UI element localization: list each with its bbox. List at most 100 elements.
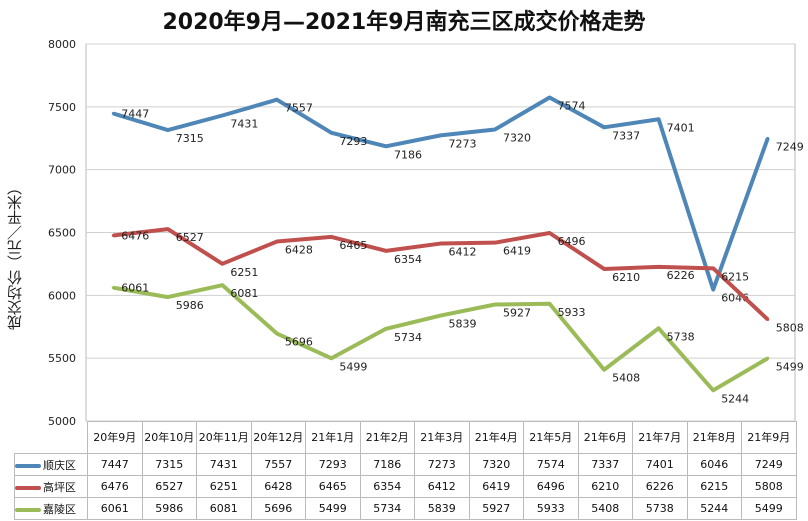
data-label: 6215	[721, 270, 749, 283]
table-cell: 6465	[305, 475, 361, 498]
legend-entry: 顺庆区	[14, 453, 88, 476]
y-tick-label: 7000	[48, 164, 76, 177]
table-cell: 6412	[414, 475, 470, 498]
data-label: 6081	[230, 287, 258, 300]
data-label: 5927	[503, 307, 531, 320]
data-point	[220, 114, 224, 118]
table-cell: 5499	[741, 497, 797, 520]
table-cell: 5499	[305, 497, 361, 520]
legend-swatch	[15, 507, 41, 512]
x-tick-label: 20年9月	[87, 421, 143, 454]
data-point	[329, 235, 333, 239]
data-point	[439, 242, 442, 246]
data-point	[602, 368, 606, 372]
legend-entry: 高坪区	[14, 475, 88, 498]
table-cell: 5986	[141, 497, 197, 520]
table-cell: 6419	[468, 475, 524, 498]
data-point	[220, 262, 224, 266]
legend-label: 顺庆区	[43, 458, 76, 472]
x-tick-label: 21年8月	[686, 421, 742, 454]
data-point	[111, 234, 115, 238]
data-point	[220, 283, 224, 287]
x-tick-label: 21年9月	[741, 421, 797, 454]
data-label: 5696	[285, 336, 313, 349]
data-label: 5839	[449, 318, 477, 331]
y-tick-label: 7500	[48, 101, 76, 114]
data-label: 5244	[721, 392, 749, 405]
data-point	[711, 266, 715, 270]
chart-title: 2020年9月—2021年9月南充三区成交价格走势	[162, 10, 646, 35]
data-point	[548, 96, 552, 100]
data-label: 6419	[503, 245, 531, 258]
table-cell: 6226	[632, 475, 688, 498]
table-cell: 7320	[468, 453, 524, 476]
table-cell: 6251	[196, 475, 252, 498]
table-cell: 6061	[87, 497, 143, 520]
y-tick-label: 5500	[48, 352, 76, 365]
data-point	[166, 295, 170, 299]
x-tick-label: 20年11月	[196, 421, 252, 454]
data-point	[384, 327, 388, 331]
data-point	[166, 128, 170, 132]
data-label: 7431	[230, 118, 258, 131]
table-row: 顺庆区 7447 7315 7431 7557 7293 7186 7273 7320 7574 7…	[14, 453, 797, 476]
data-label: 7315	[176, 132, 204, 145]
table-cell: 6046	[686, 453, 742, 476]
data-label: 5499	[776, 360, 804, 373]
legend-entry: 嘉陵区	[14, 497, 88, 520]
table-cell: 5738	[632, 497, 688, 520]
data-label: 7186	[394, 148, 422, 161]
data-point	[657, 117, 661, 121]
x-tick-label: 21年2月	[359, 421, 415, 454]
data-label: 5738	[667, 330, 695, 343]
table-cell: 5244	[686, 497, 742, 520]
data-label: 7337	[612, 129, 640, 142]
data-point	[548, 302, 552, 306]
y-tick-label: 5000	[48, 415, 76, 428]
data-label: 7273	[449, 137, 477, 150]
data-point	[766, 317, 770, 321]
data-label: 7401	[667, 121, 695, 134]
data-label: 7320	[503, 131, 531, 144]
table-cell: 7315	[141, 453, 197, 476]
x-tick-label: 21年7月	[632, 421, 688, 454]
table-cell: 7273	[414, 453, 470, 476]
table-cell: 5927	[468, 497, 524, 520]
table-cell: 7447	[87, 453, 143, 476]
table-cell: 6354	[359, 475, 415, 498]
data-point	[766, 356, 770, 360]
x-tick-label: 21年3月	[414, 421, 470, 454]
x-tick-label: 20年10月	[141, 421, 197, 454]
data-label: 6476	[121, 230, 149, 243]
data-point	[439, 133, 442, 137]
x-tick-label: 20年12月	[250, 421, 306, 454]
data-point	[602, 125, 606, 129]
legend-swatch	[15, 463, 41, 468]
data-point	[711, 288, 715, 292]
data-label: 6412	[449, 246, 477, 259]
data-label: 7249	[776, 140, 804, 153]
table-row: 高坪区 6476 6527 6251 6428 6465 6354 6412 6419 6496 6…	[14, 475, 797, 498]
data-table: 20年9月 20年10月 20年11月 20年12月 21年1月 21年2月 21年3月 21…	[14, 421, 797, 520]
table-cell: 6496	[523, 475, 579, 498]
data-label: 7574	[558, 100, 586, 113]
table-cell: 6476	[87, 475, 143, 498]
table-cell: 7249	[741, 453, 797, 476]
data-label: 5933	[558, 306, 586, 319]
data-label: 6061	[121, 282, 149, 295]
data-label: 5499	[339, 360, 367, 373]
data-point	[275, 332, 279, 336]
table-cell: 7337	[577, 453, 633, 476]
data-label: 6251	[230, 266, 258, 279]
data-label: 6210	[612, 271, 640, 284]
data-point	[602, 267, 606, 271]
data-point	[111, 111, 115, 115]
table-row: 嘉陵区 6061 5986 6081 5696 5499 5734 5839 5927 5933 5…	[14, 497, 797, 520]
table-cell: 5408	[577, 497, 633, 520]
table-cell: 5933	[523, 497, 579, 520]
data-label: 6354	[394, 253, 422, 266]
table-cell: 6210	[577, 475, 633, 498]
data-point	[439, 314, 442, 318]
data-point	[275, 98, 279, 102]
table-cell: 7293	[305, 453, 361, 476]
